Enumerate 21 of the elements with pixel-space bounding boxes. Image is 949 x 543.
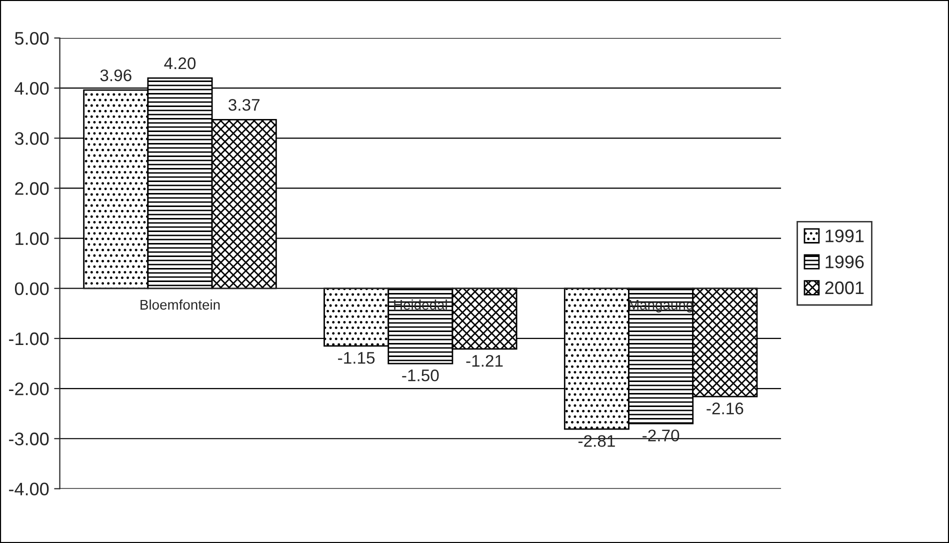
y-tick-label: -3.00	[9, 432, 49, 446]
data-label: -1.21	[466, 354, 503, 367]
x-tick-label: Bloemfontein	[140, 300, 220, 310]
y-tick-label: 4.00	[14, 82, 49, 95]
y-tick-label: -2.00	[9, 382, 49, 396]
legend-label: 1996	[826, 255, 864, 268]
data-label: 4.20	[164, 57, 196, 70]
data-label: -1.50	[402, 370, 439, 382]
data-label: 3.96	[100, 69, 132, 82]
y-tick-label: 3.00	[14, 132, 49, 145]
y-tick-label: -4.00	[9, 482, 49, 496]
data-label: 3.37	[228, 98, 260, 111]
data-label: -1.15	[338, 352, 375, 364]
legend-label: 1991	[826, 230, 864, 242]
y-tick-label: -1.00	[9, 332, 49, 346]
legend-label: 2001	[825, 281, 864, 294]
y-tick-label: 0.00	[14, 282, 49, 296]
y-tick-label: 1.00	[16, 232, 49, 246]
y-tick-label: 5.00	[14, 32, 49, 45]
data-label: -2.16	[706, 402, 744, 414]
y-tick-label: 2.00	[15, 182, 49, 195]
